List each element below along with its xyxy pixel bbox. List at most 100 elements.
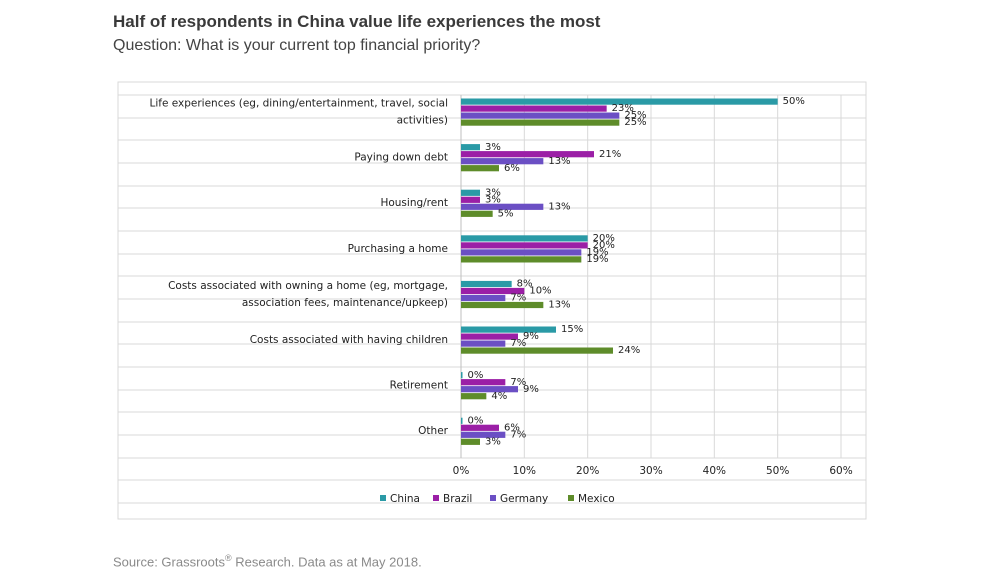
data-label-mexico: 13%	[548, 300, 570, 311]
bar-china	[461, 280, 512, 288]
data-label-germany: 13%	[548, 156, 570, 167]
source-tail: Research. Data as at May 2018.	[231, 554, 422, 570]
data-label-germany: 7%	[510, 338, 526, 349]
data-label-mexico: 19%	[586, 254, 608, 265]
data-label-germany: 7%	[510, 429, 526, 440]
bar-china	[461, 372, 463, 379]
category-label: activities)	[397, 115, 448, 127]
x-axis-ticks: 0% 10% 20% 30% 40% 50% 60%	[453, 465, 853, 477]
category-label: Costs associated with having children	[250, 334, 448, 346]
registered-mark: ®	[225, 553, 232, 563]
bar-mexico	[461, 393, 487, 400]
category-label: Life experiences (eg, dining/entertainme…	[149, 98, 448, 110]
bar-brazil	[461, 196, 480, 203]
legend-swatch-brazil	[433, 495, 439, 501]
legend-label-mexico: Mexico	[578, 493, 615, 505]
legend: China Brazil Germany Mexico	[380, 493, 615, 505]
bar-mexico	[461, 301, 544, 309]
data-label-china: 0%	[468, 370, 484, 381]
bar-brazil	[461, 287, 525, 295]
data-label-brazil: 9%	[523, 331, 539, 342]
bar-germany	[461, 294, 506, 302]
bar-brazil	[461, 379, 506, 386]
bar-mexico	[461, 347, 613, 354]
legend-swatch-china	[380, 495, 386, 501]
data-label-mexico: 5%	[498, 208, 514, 219]
data-label-mexico: 24%	[618, 345, 640, 356]
data-label-china: 20%	[593, 233, 615, 244]
legend-swatch-germany	[490, 495, 496, 501]
bar-brazil	[461, 151, 594, 158]
data-label-brazil: 23%	[612, 103, 634, 114]
x-tick-label: 60%	[829, 465, 852, 477]
bar-china	[461, 326, 556, 333]
bar-china	[461, 144, 480, 151]
category-label: association fees, maintenance/upkeep)	[242, 297, 448, 309]
data-label-brazil: 3%	[485, 194, 501, 205]
bar-mexico	[461, 165, 499, 172]
legend-label-brazil: Brazil	[443, 493, 472, 505]
bar-germany	[461, 340, 506, 347]
bar-mexico	[461, 256, 582, 263]
category-label: Other	[418, 425, 448, 437]
data-label-china: 15%	[561, 324, 583, 335]
data-label-germany: 25%	[624, 110, 646, 121]
x-tick-label: 40%	[703, 465, 726, 477]
legend-label-china: China	[390, 493, 420, 505]
legend-label-germany: Germany	[500, 493, 548, 505]
chart-subtitle: Question: What is your current top finan…	[113, 37, 481, 54]
bar-mexico	[461, 438, 480, 445]
bar-china	[461, 417, 463, 424]
bar-brazil	[461, 242, 588, 249]
bar-germany	[461, 249, 582, 256]
data-label-brazil: 20%	[593, 240, 615, 251]
data-label-mexico: 6%	[504, 163, 520, 174]
data-label-germany: 7%	[510, 293, 526, 304]
data-label-brazil: 10%	[529, 286, 551, 297]
bar-china	[461, 189, 480, 196]
source-note: Source: Grassroots® Research. Data as at…	[113, 553, 422, 569]
data-label-mexico: 25%	[624, 117, 646, 128]
x-tick-label: 10%	[513, 465, 536, 477]
bar-germany	[461, 386, 518, 393]
data-label-china: 3%	[485, 142, 501, 153]
category-label: Retirement	[390, 380, 448, 392]
data-label-germany: 9%	[523, 384, 539, 395]
bar-brazil	[461, 424, 499, 431]
data-label-brazil: 21%	[599, 149, 621, 160]
data-label-china: 0%	[468, 415, 484, 426]
category-label: Housing/rent	[380, 197, 448, 209]
bar-china	[461, 98, 778, 105]
category-label: Costs associated with owning a home (eg,…	[168, 280, 448, 292]
data-label-brazil: 7%	[510, 377, 526, 388]
bar-germany	[461, 158, 544, 165]
bar-germany	[461, 203, 544, 210]
data-label-mexico: 3%	[485, 436, 501, 447]
category-label: Purchasing a home	[348, 243, 448, 255]
data-label-brazil: 6%	[504, 422, 520, 433]
bar-germany	[461, 112, 620, 119]
data-label-china: 50%	[783, 96, 805, 107]
bar-germany	[461, 431, 506, 438]
data-label-china: 8%	[517, 279, 533, 290]
bar-mexico	[461, 119, 620, 126]
chart-frame	[117, 81, 867, 520]
category-labels: Life experiences (eg, dining/entertainme…	[149, 98, 448, 438]
chart-title: Half of respondents in China value life …	[113, 12, 601, 31]
data-label-germany: 19%	[586, 247, 608, 258]
source-text: Source: Grassroots	[113, 554, 225, 570]
bar-china	[461, 235, 588, 242]
data-labels: 50%23%25%25%3%21%13%6%3%3%13%5%20%20%19%…	[468, 96, 805, 447]
data-label-china: 3%	[485, 187, 501, 198]
category-label: Paying down debt	[354, 152, 448, 164]
data-label-mexico: 4%	[491, 391, 507, 402]
bar-brazil	[461, 105, 607, 112]
x-tick-label: 30%	[639, 465, 662, 477]
x-tick-label: 50%	[766, 465, 789, 477]
x-tick-label: 20%	[576, 465, 599, 477]
bar-brazil	[461, 333, 518, 340]
bar-mexico	[461, 210, 493, 217]
data-label-germany: 13%	[548, 201, 570, 212]
bars	[461, 98, 778, 445]
